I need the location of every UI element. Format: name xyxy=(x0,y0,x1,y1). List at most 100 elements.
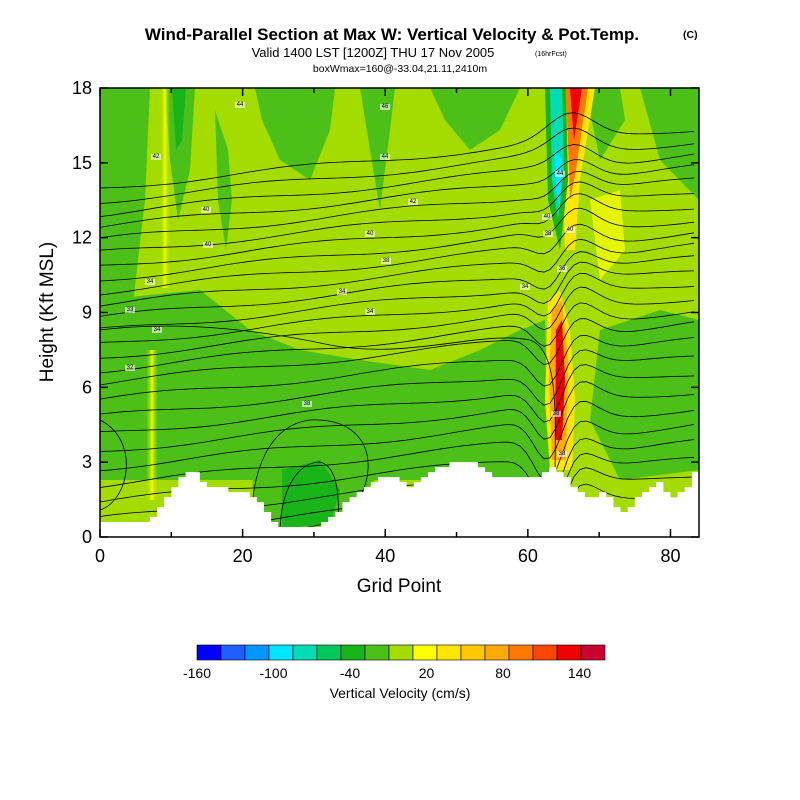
contour-label-bg xyxy=(151,154,161,160)
contour-line xyxy=(100,193,695,266)
contour-label: 40 xyxy=(203,207,210,213)
colorbar-swatch xyxy=(220,644,246,661)
chart-title: Wind-Parallel Section at Max W: Vertical… xyxy=(145,25,639,44)
contour-label-bg xyxy=(125,365,135,371)
updraft-streak xyxy=(160,88,170,288)
downdraft-region xyxy=(360,88,395,210)
y-tick-label: 3 xyxy=(82,452,92,472)
contour-line xyxy=(100,144,695,218)
colorbar-tick-label: 20 xyxy=(419,665,435,681)
contour-label-bg xyxy=(543,231,553,237)
colorbar-tick-label: -100 xyxy=(259,665,287,681)
main-updraft xyxy=(566,88,588,200)
contour-line xyxy=(100,127,695,204)
downdraft-region xyxy=(590,310,699,480)
contour-label: 42 xyxy=(410,199,417,205)
contour-label-bg xyxy=(557,266,567,272)
x-tick-label: 20 xyxy=(233,546,253,566)
colorbar-tick-label: -40 xyxy=(340,665,360,681)
colorbar-swatch xyxy=(412,644,438,661)
contour-line xyxy=(100,302,695,374)
contour-label-bg xyxy=(302,401,312,407)
contour-label: 33 xyxy=(127,307,134,313)
downdraft-region xyxy=(165,88,195,220)
contour-line xyxy=(100,334,695,400)
contour-label: 34 xyxy=(339,289,346,295)
contour-label: 38 xyxy=(553,411,560,417)
colorbar-swatch xyxy=(556,644,582,661)
contour-label-bg xyxy=(145,279,155,285)
downdraft-region xyxy=(215,110,232,250)
contour-line xyxy=(100,170,695,239)
contour-label: 40 xyxy=(205,242,212,248)
box-info: boxWmax=160@-33.04,21.11,2410m xyxy=(313,63,487,75)
x-tick-label: 0 xyxy=(95,546,105,566)
contour-label: 40 xyxy=(567,227,574,233)
contour-line xyxy=(279,461,339,529)
contour-line xyxy=(100,272,695,343)
contour-line xyxy=(100,400,695,472)
contour-label-bg xyxy=(201,207,211,213)
contour-label: 38 xyxy=(545,231,552,237)
contour-label-bg xyxy=(365,309,375,315)
colorbar-tick-label: -160 xyxy=(183,665,211,681)
contour-label: 40 xyxy=(544,214,551,220)
contour-line xyxy=(100,349,695,415)
colorbar-swatch xyxy=(364,644,390,661)
contour-label: 34 xyxy=(367,309,374,315)
contour-label-bg xyxy=(520,284,530,290)
contour-label: 44 xyxy=(237,102,244,108)
downdraft-region xyxy=(640,88,699,200)
contour-label-bg xyxy=(381,258,391,264)
contour-label-bg xyxy=(565,227,575,233)
contour-label: 46 xyxy=(382,104,389,110)
contour-label-bg xyxy=(542,214,552,220)
contour-label-bg xyxy=(380,154,390,160)
terrain xyxy=(100,457,707,537)
colorbar-swatch xyxy=(460,644,486,661)
contour-line xyxy=(100,325,556,481)
contour-label: 40 xyxy=(367,231,374,237)
contour-label: 32 xyxy=(127,365,134,371)
contour-line xyxy=(100,159,695,228)
contour-label-bg xyxy=(557,451,567,457)
y-tick-label: 9 xyxy=(82,303,92,323)
x-axis-label: Grid Point xyxy=(357,576,442,597)
colorbar-tick-label: 140 xyxy=(568,665,592,681)
y-tick-label: 12 xyxy=(72,228,92,248)
contour-line xyxy=(100,381,695,452)
colorbar-swatch xyxy=(292,644,318,661)
contour-label: 34 xyxy=(147,279,154,285)
contour-label-bg xyxy=(337,289,347,295)
contour-label: 42 xyxy=(153,154,160,160)
contour-line xyxy=(100,261,695,329)
colorbar-label: Vertical Velocity (cm/s) xyxy=(330,685,471,701)
contour-label-bg xyxy=(408,199,418,205)
x-tick-label: 60 xyxy=(518,546,538,566)
contour-line xyxy=(100,318,695,386)
colorbar: -160 -100 -40 20 80 140 xyxy=(183,644,606,681)
colorbar-swatch xyxy=(436,644,462,661)
downdraft-region xyxy=(585,88,625,160)
contour-line xyxy=(100,364,695,433)
downdraft-region xyxy=(255,88,335,180)
contour-line xyxy=(100,207,695,282)
contour-label: 44 xyxy=(557,171,564,177)
contour-line xyxy=(100,419,127,511)
contour-label-bg xyxy=(365,231,375,237)
y-axis-label: Height (Kft MSL) xyxy=(37,242,58,382)
contour-line xyxy=(100,223,695,296)
x-tick-label: 40 xyxy=(375,546,395,566)
colorbar-swatch xyxy=(508,644,534,661)
contour-label-bg xyxy=(152,327,162,333)
contour-label: 44 xyxy=(382,154,389,160)
colorbar-swatch xyxy=(316,644,342,661)
contour-label-bg xyxy=(125,307,135,313)
contour-labels: 44 46 42 44 40 42 40 40 34 38 33 34 34 34 32 38 34 40 38 40… xyxy=(125,102,575,457)
colorbar-swatch xyxy=(388,644,414,661)
colorbar-swatch xyxy=(244,644,270,661)
colorbar-swatch xyxy=(580,644,606,661)
y-tick-label: 15 xyxy=(72,153,92,173)
contour-line xyxy=(100,112,695,189)
